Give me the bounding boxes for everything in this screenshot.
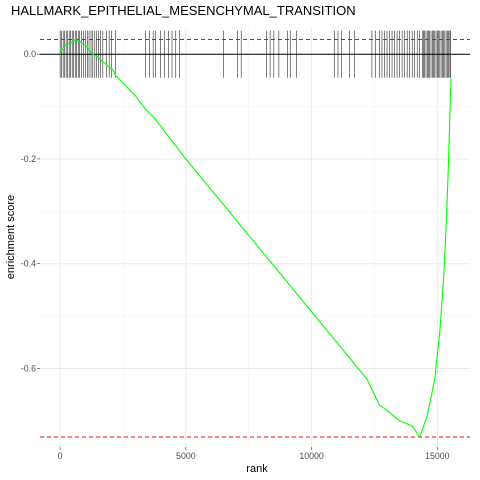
y-tick-label: -0.4 bbox=[21, 259, 36, 269]
y-tick-label: -0.2 bbox=[21, 154, 36, 164]
x-tick-label: 10000 bbox=[299, 451, 324, 461]
y-axis-title: enrichment score bbox=[5, 195, 17, 279]
enrichment-score-line bbox=[59, 38, 452, 439]
chart-title: HALLMARK_EPITHELIAL_MESENCHYMAL_TRANSITI… bbox=[11, 3, 356, 18]
y-axis-ticks: -0.6 -0.4 -0.2 0.0 bbox=[21, 49, 40, 373]
x-axis-title: rank bbox=[246, 463, 268, 475]
grid bbox=[40, 28, 470, 447]
y-tick-label: 0.0 bbox=[24, 49, 36, 59]
x-tick-label: 0 bbox=[58, 451, 63, 461]
x-tick-label: 5000 bbox=[176, 451, 196, 461]
x-axis-ticks: 0 5000 10000 15000 bbox=[58, 447, 450, 461]
y-tick-label: -0.6 bbox=[21, 363, 36, 373]
reference-lines bbox=[40, 39, 470, 438]
x-tick-label: 15000 bbox=[425, 451, 450, 461]
